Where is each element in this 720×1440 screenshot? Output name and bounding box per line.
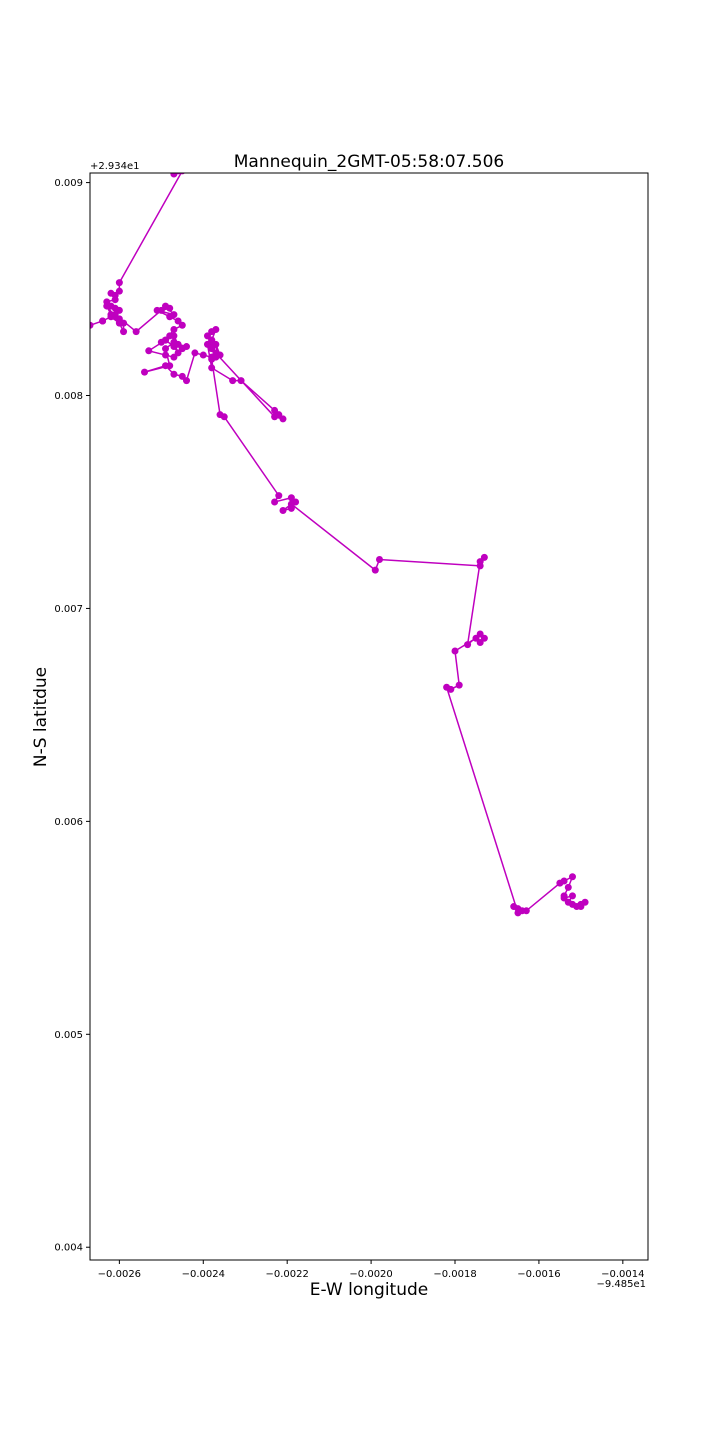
data-point (90, 321, 94, 329)
data-point (464, 641, 472, 649)
data-point (472, 634, 480, 642)
data-point (568, 892, 576, 900)
data-point (111, 311, 119, 319)
data-point (480, 634, 488, 642)
data-point (115, 319, 123, 327)
x-tick-label: −0.0014 (601, 1269, 644, 1280)
data-point (162, 302, 170, 310)
data-point (451, 647, 459, 655)
y-tick-label: 0.007 (54, 604, 83, 615)
series-line (90, 173, 586, 914)
data-point (212, 340, 220, 348)
data-point (371, 566, 379, 574)
data-point (115, 279, 123, 287)
data-point (203, 332, 211, 340)
data-point (480, 553, 488, 561)
data-point (560, 877, 568, 885)
data-point (153, 306, 161, 314)
y-tick-label: 0.005 (54, 1030, 83, 1041)
x-offset-label: −9.485e1 (596, 1279, 646, 1290)
data-point (178, 372, 186, 380)
x-tick-label: −0.0026 (98, 1269, 141, 1280)
x-axis: −0.0026 −0.0024 −0.0022 −0.0020 −0.0018 −0.00… (98, 1260, 645, 1280)
data-point (208, 355, 216, 363)
plot-area (90, 173, 589, 917)
data-point (287, 500, 295, 508)
data-point (568, 873, 576, 881)
chart-title: Mannequin_2GMT-05:58:07.506 (234, 152, 504, 172)
y-tick-label: 0.006 (54, 817, 83, 828)
data-point (170, 338, 178, 346)
data-point (208, 336, 216, 344)
y-tick-label: 0.008 (54, 391, 83, 402)
data-point (162, 345, 170, 353)
data-point (237, 377, 245, 385)
data-point (99, 317, 107, 325)
data-point (107, 289, 115, 297)
data-point (174, 349, 182, 357)
data-point (170, 326, 178, 333)
data-point (271, 406, 279, 414)
data-point (183, 377, 190, 385)
data-point (145, 347, 153, 355)
data-point (170, 370, 178, 378)
x-axis-label: E-W longitude (310, 1280, 429, 1300)
data-point (162, 362, 170, 370)
x-tick-label: −0.0018 (433, 1269, 476, 1280)
data-point (178, 321, 186, 329)
data-point (443, 683, 451, 691)
data-point (275, 492, 283, 500)
data-point (279, 415, 287, 423)
data-point (271, 413, 279, 421)
data-point (476, 630, 484, 638)
data-point (162, 351, 170, 359)
x-tick-label: −0.0024 (182, 1269, 225, 1280)
y-axis: 0.004 0.005 0.006 0.007 0.008 0.009 (54, 178, 90, 1254)
data-point (271, 498, 279, 506)
data-point (199, 351, 207, 359)
data-point (220, 413, 228, 421)
data-point (170, 332, 178, 340)
series-markers (90, 173, 589, 917)
x-tick-label: −0.0016 (517, 1269, 560, 1280)
data-point (476, 558, 484, 566)
y-tick-label: 0.009 (54, 178, 83, 189)
plot-frame (89, 172, 649, 1261)
data-point (476, 639, 484, 647)
data-point (120, 328, 128, 336)
data-point (141, 368, 149, 376)
data-point (132, 328, 140, 336)
data-point (170, 353, 178, 361)
data-point (568, 900, 576, 908)
data-point (560, 894, 568, 902)
data-point (522, 907, 530, 915)
x-tick-label: −0.0020 (349, 1269, 392, 1280)
data-point (375, 555, 383, 563)
data-point (103, 302, 111, 310)
data-point (564, 883, 572, 891)
data-point (115, 306, 123, 314)
data-point (191, 349, 199, 357)
data-point (577, 900, 585, 908)
data-point (212, 326, 220, 333)
data-point (170, 173, 178, 178)
data-point (111, 296, 119, 304)
data-point (287, 494, 295, 502)
data-point (279, 506, 287, 514)
data-point (162, 336, 170, 344)
data-point (208, 345, 216, 353)
y-axis-label: N-S latitdue (31, 667, 51, 767)
data-point (455, 681, 463, 689)
y-tick-label: 0.004 (54, 1243, 83, 1254)
data-point (229, 377, 237, 385)
data-point (203, 340, 211, 348)
x-tick-label: −0.0022 (266, 1269, 309, 1280)
data-point (166, 313, 174, 321)
y-offset-label: +2.934e1 (90, 161, 140, 172)
data-point (208, 364, 216, 372)
data-point (115, 287, 123, 295)
